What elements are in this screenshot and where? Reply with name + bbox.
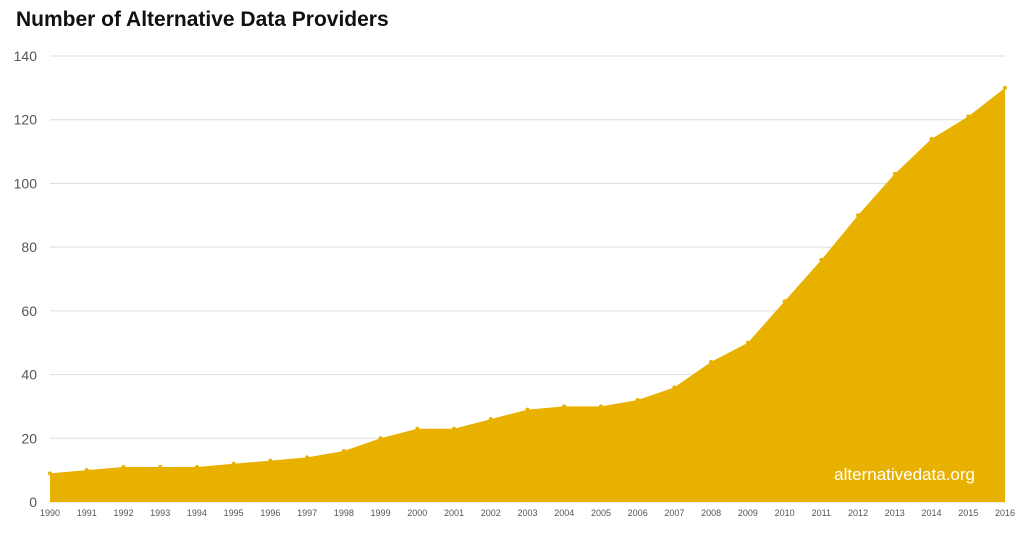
data-point-2010 [782,299,787,304]
x-tick-label-2013: 2013 [885,508,905,518]
data-point-1998 [341,449,346,454]
x-tick-label-2008: 2008 [701,508,721,518]
data-point-2006 [635,398,640,403]
y-tick-label-20: 20 [21,430,37,446]
area-series [48,85,1007,502]
data-point-1997 [305,455,310,460]
data-point-1995 [231,461,236,466]
x-tick-label-2005: 2005 [591,508,611,518]
x-tick-label-1990: 1990 [40,508,60,518]
x-tick-label-1997: 1997 [297,508,317,518]
x-tick-label-2011: 2011 [812,508,831,518]
y-tick-label-80: 80 [21,239,37,255]
data-point-2013 [892,171,897,176]
x-tick-label-1998: 1998 [334,508,354,518]
data-point-2004 [562,404,567,409]
x-tick-label-1992: 1992 [113,508,133,518]
x-tick-label-2009: 2009 [738,508,758,518]
x-tick-label-2016: 2016 [995,508,1015,518]
x-tick-label-2014: 2014 [922,508,942,518]
data-point-2001 [452,426,457,431]
data-point-1999 [378,436,383,441]
x-tick-label-2012: 2012 [848,508,868,518]
data-point-2012 [856,213,861,218]
data-point-1993 [158,464,163,469]
data-point-2016 [1003,85,1007,90]
data-point-1992 [121,464,126,469]
data-point-2011 [819,257,824,262]
data-point-1991 [84,468,89,473]
data-point-1990 [48,471,52,476]
y-tick-label-100: 100 [14,175,38,191]
data-point-1994 [194,464,199,469]
data-point-2007 [672,385,677,390]
x-tick-label-2003: 2003 [517,508,537,518]
data-point-2014 [929,136,934,141]
x-tick-label-2004: 2004 [554,508,574,518]
x-tick-label-2010: 2010 [775,508,795,518]
x-tick-label-2015: 2015 [958,508,978,518]
data-point-2008 [709,359,714,364]
data-point-2002 [488,417,493,422]
y-axis-ticks: 0 20 40 60 80 100 120 140 [14,48,38,510]
x-tick-label-1994: 1994 [187,508,207,518]
x-tick-label-2002: 2002 [481,508,501,518]
y-tick-label-40: 40 [21,367,37,383]
x-tick-label-1995: 1995 [224,508,244,518]
data-point-2003 [525,407,530,412]
y-tick-label-140: 140 [14,48,38,64]
data-point-1996 [268,458,273,463]
x-tick-label-2007: 2007 [664,508,684,518]
watermark-text: alternativedata.org [834,465,975,484]
x-tick-label-1993: 1993 [150,508,170,518]
y-tick-label-0: 0 [29,494,37,510]
x-tick-label-2000: 2000 [407,508,427,518]
x-tick-label-2001: 2001 [444,508,464,518]
x-tick-label-1991: 1991 [77,508,97,518]
x-tick-label-2006: 2006 [628,508,648,518]
data-point-2009 [745,340,750,345]
data-point-2000 [415,426,420,431]
x-tick-label-1999: 1999 [371,508,391,518]
x-tick-label-1996: 1996 [260,508,280,518]
y-tick-label-120: 120 [14,112,38,128]
data-point-2015 [966,114,971,119]
x-axis-ticks: 1990 1991 1992 1993 1994 1995 1996 1997 1998 1999… [40,508,1015,518]
chart-title: Number of Alternative Data Providers [16,8,389,31]
data-point-2005 [598,404,603,409]
area-fill [50,87,1005,502]
y-tick-label-60: 60 [21,303,37,319]
